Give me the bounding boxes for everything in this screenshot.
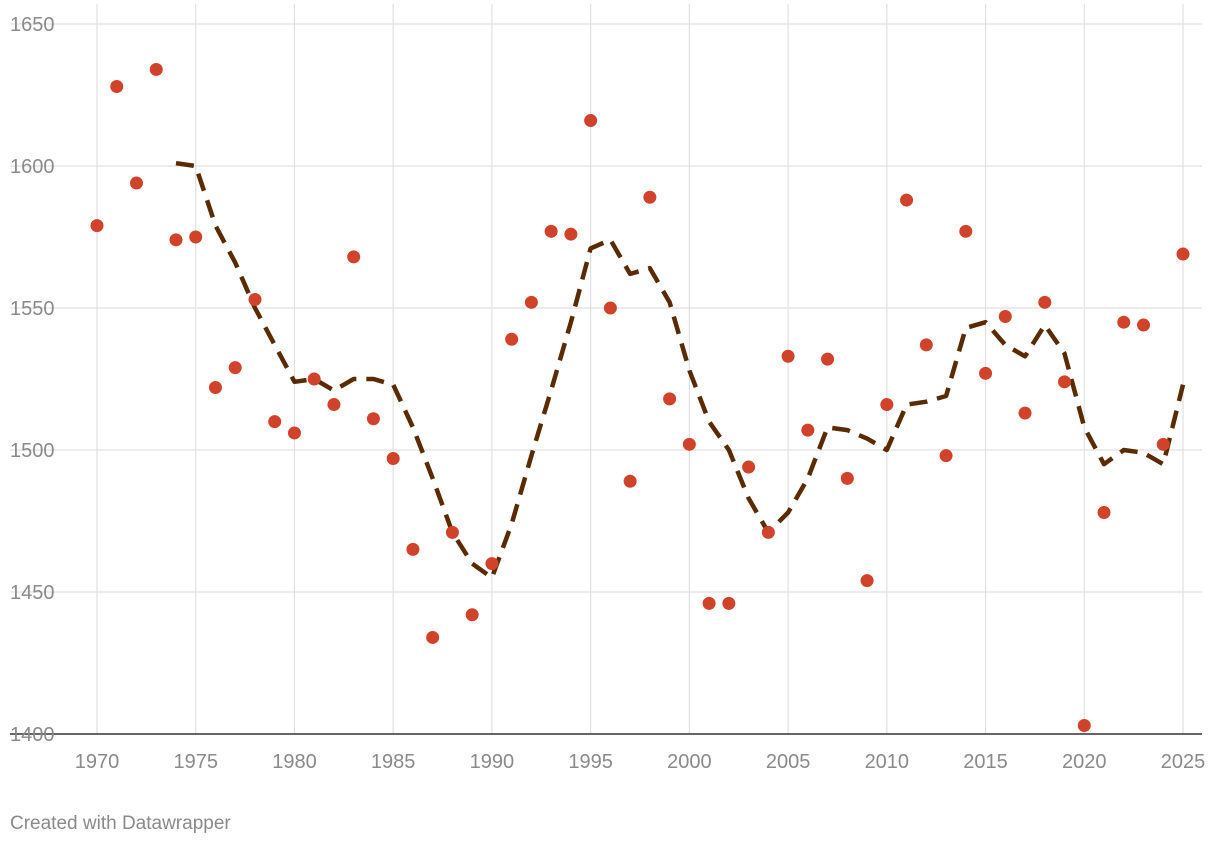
data-point (149, 62, 163, 76)
data-point (623, 474, 637, 488)
data-point (900, 193, 914, 207)
y-tick-label: 1500 (10, 440, 55, 462)
data-point (307, 372, 321, 386)
data-point (979, 366, 993, 380)
x-tick-label: 1975 (173, 751, 218, 773)
x-tick-label: 2000 (667, 751, 712, 773)
data-point (603, 301, 617, 315)
data-point (821, 352, 835, 366)
data-point (781, 349, 795, 363)
x-tick-label: 2010 (865, 751, 910, 773)
data-point (702, 596, 716, 610)
data-point (544, 224, 558, 238)
data-point (426, 630, 440, 644)
y-tick-label: 1400 (10, 724, 55, 746)
data-point (1077, 718, 1091, 732)
x-tick-label: 2015 (963, 751, 1008, 773)
data-point (1038, 295, 1052, 309)
data-point (1176, 247, 1190, 261)
data-point (287, 426, 301, 440)
data-point (663, 392, 677, 406)
footer-credit: Created with Datawrapper (10, 813, 231, 834)
data-point (761, 525, 775, 539)
x-tick-label: 1970 (75, 751, 120, 773)
data-point (722, 596, 736, 610)
data-point (445, 525, 459, 539)
data-point (129, 176, 143, 190)
data-point (1137, 318, 1151, 332)
x-tick-label: 2025 (1161, 751, 1206, 773)
data-point (386, 452, 400, 466)
data-point (919, 338, 933, 352)
x-tick-label: 2020 (1062, 751, 1107, 773)
x-tick-label: 1985 (371, 751, 416, 773)
data-point (682, 437, 696, 451)
data-point (1156, 437, 1170, 451)
data-point (169, 233, 183, 247)
x-tick-label: 1995 (568, 751, 613, 773)
data-point (228, 361, 242, 375)
data-point (1058, 375, 1072, 389)
data-point (366, 412, 380, 426)
data-point (564, 227, 578, 241)
grid-layer (10, 4, 1202, 734)
points-layer (90, 62, 1190, 732)
data-point (584, 114, 598, 128)
data-point (465, 608, 479, 622)
y-tick-label: 1650 (10, 14, 55, 36)
data-point (643, 190, 657, 204)
data-point (998, 310, 1012, 324)
data-point (1117, 315, 1131, 329)
tick-label-layer: 1400 1450 1500 1550 1600 1650 1970 1975 1980 1985… (10, 14, 1205, 773)
data-point (840, 471, 854, 485)
data-point (90, 219, 104, 233)
data-point (248, 292, 262, 306)
data-point (1018, 406, 1032, 420)
y-tick-label: 1450 (10, 582, 55, 604)
data-point (524, 295, 538, 309)
data-point (406, 542, 420, 556)
data-point (1097, 505, 1111, 519)
data-point (327, 398, 341, 412)
chart-plot-area: 1400 1450 1500 1550 1600 1650 1970 1975 1980 1985… (10, 4, 1205, 773)
data-point (485, 557, 499, 571)
data-point (189, 230, 203, 244)
data-point (268, 415, 282, 429)
data-point (939, 449, 953, 463)
x-tick-label: 1990 (470, 751, 515, 773)
data-point (880, 398, 894, 412)
data-point (742, 460, 756, 474)
data-point (505, 332, 519, 346)
x-tick-label: 1980 (272, 751, 317, 773)
y-tick-label: 1600 (10, 156, 55, 178)
data-point (208, 381, 222, 395)
data-point (110, 79, 124, 93)
y-tick-label: 1550 (10, 298, 55, 320)
trend-line (175, 160, 1186, 581)
data-point (347, 250, 361, 264)
data-point (801, 423, 815, 437)
data-point (860, 574, 874, 588)
trend-layer (175, 160, 1186, 581)
data-point (959, 224, 973, 238)
x-tick-label: 2005 (766, 751, 811, 773)
